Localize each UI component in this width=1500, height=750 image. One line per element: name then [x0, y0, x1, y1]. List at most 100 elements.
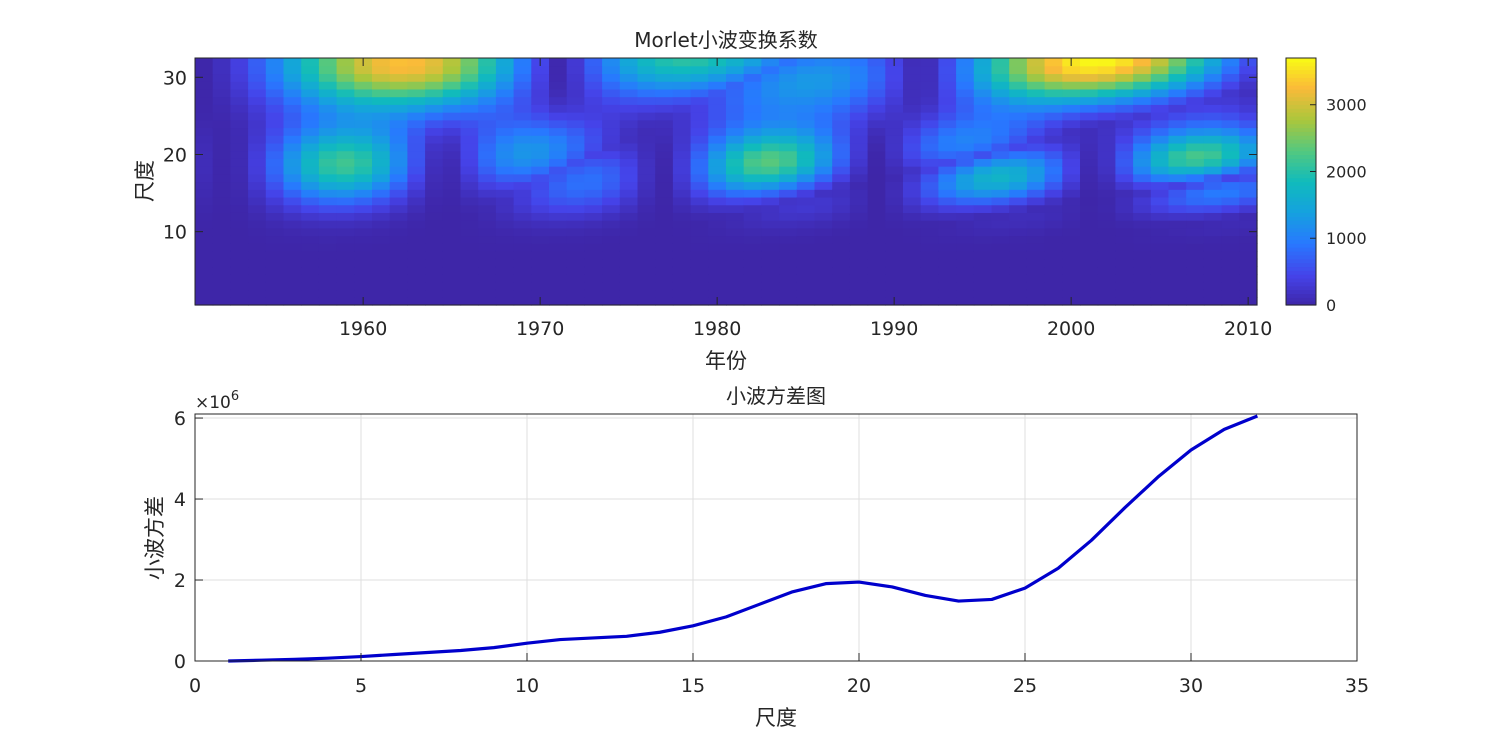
heatmap-cell: [478, 212, 497, 221]
heatmap-cell: [867, 142, 886, 152]
heatmap-cell: [832, 96, 851, 105]
heatmap-cell: [301, 281, 320, 291]
heatmap-cell: [549, 281, 568, 291]
heatmap-cell: [1062, 227, 1081, 237]
heatmap-cell: [407, 150, 426, 159]
heatmap-cell: [531, 227, 550, 237]
heatmap-cell: [832, 88, 851, 98]
heatmap-cell: [318, 266, 338, 275]
heatmap-cell: [195, 289, 214, 298]
heatmap-cell: [1150, 65, 1170, 75]
heatmap-cell: [265, 119, 285, 129]
heatmap-cell: [903, 73, 922, 82]
heatmap-cell: [832, 220, 851, 229]
heatmap-cell: [637, 142, 656, 152]
heatmap-cell: [1133, 173, 1152, 183]
heatmap-cell: [584, 173, 603, 183]
heatmap-cell: [1168, 127, 1187, 136]
heatmap-cell: [442, 266, 462, 275]
heatmap-cell: [265, 81, 285, 90]
heatmap-cell: [1239, 220, 1258, 229]
heatmap-cell: [1115, 227, 1134, 237]
heatmap-cell: [478, 73, 497, 82]
heatmap-cell: [1186, 81, 1205, 90]
heatmap-cell: [885, 250, 904, 260]
heatmap-cell: [885, 281, 904, 291]
heatmap-cell: [885, 73, 904, 82]
heatmap-cell: [903, 81, 922, 90]
heatmap-cell: [301, 196, 320, 206]
heatmap-cell: [265, 158, 285, 167]
heatmap-cell: [1221, 212, 1240, 221]
heatmap-cell: [779, 58, 798, 67]
heatmap-cell: [495, 227, 515, 237]
heatmap-cell: [566, 204, 585, 213]
heatmap-cell: [619, 104, 639, 113]
heatmap-cell: [407, 73, 426, 82]
heatmap-cell: [336, 150, 355, 159]
heatmap-y-tick-label: 10: [163, 222, 187, 244]
heatmap-cell: [301, 220, 320, 229]
heatmap-cell: [832, 196, 851, 206]
heatmap-cell: [1009, 204, 1028, 213]
heatmap-cell: [1062, 81, 1081, 90]
heatmap-cell: [230, 127, 249, 136]
heatmap-cell: [708, 96, 727, 105]
heatmap-cell: [1150, 104, 1170, 113]
heatmap-cell: [1221, 181, 1240, 190]
heatmap-cell: [1044, 127, 1063, 136]
heatmap-cell: [991, 150, 1010, 159]
heatmap-cell: [1009, 158, 1028, 167]
heatmap-cell: [407, 250, 426, 260]
heatmap-cell: [1186, 243, 1205, 252]
heatmap-cell: [655, 112, 674, 121]
heatmap-cell: [1168, 58, 1187, 67]
heatmap-cell: [973, 96, 993, 105]
heatmap-cell: [672, 104, 692, 113]
heatmap-cell: [212, 196, 231, 206]
heatmap-cell: [796, 196, 816, 206]
heatmap-cell: [1203, 150, 1223, 159]
heatmap-cell: [726, 204, 745, 213]
heatmap-cell: [1133, 119, 1152, 129]
heatmap-cell: [956, 227, 975, 237]
heatmap-cell: [885, 196, 904, 206]
heatmap-cell: [230, 266, 249, 275]
heatmap-cell: [195, 243, 214, 252]
heatmap-cell: [265, 258, 285, 268]
heatmap-cell: [318, 173, 338, 183]
variance-exponent-label: ×106: [195, 389, 239, 413]
heatmap-cell: [832, 274, 851, 283]
heatmap-cell: [1221, 173, 1240, 183]
heatmap-cell: [372, 266, 391, 275]
heatmap-cell: [442, 250, 462, 260]
heatmap-cell: [372, 220, 391, 229]
heatmap-cell: [389, 181, 408, 190]
heatmap-cell: [1097, 227, 1116, 237]
heatmap-cell: [354, 289, 373, 298]
heatmap-cell: [637, 266, 656, 275]
heatmap-cell: [212, 65, 231, 75]
heatmap-cell: [885, 104, 904, 113]
heatmap-cell: [212, 235, 231, 244]
heatmap-cell: [885, 235, 904, 244]
heatmap-cell: [265, 173, 285, 183]
heatmap-cell: [885, 127, 904, 136]
heatmap-cell: [1133, 227, 1152, 237]
heatmap-cell: [265, 227, 285, 237]
heatmap-cell: [425, 181, 444, 190]
heatmap-cell: [354, 189, 373, 198]
heatmap-cell: [442, 243, 462, 252]
heatmap-cell: [1009, 297, 1028, 306]
colorbar-segment: [1286, 262, 1316, 268]
heatmap-cell: [1009, 173, 1028, 183]
heatmap-cell: [1150, 297, 1170, 306]
heatmap-cell: [372, 150, 391, 159]
heatmap-x-axis-label: 年份: [705, 349, 747, 373]
heatmap-cell: [1168, 181, 1187, 190]
heatmap-cell: [1044, 104, 1063, 113]
heatmap-cell: [389, 127, 408, 136]
heatmap-cell: [655, 235, 674, 244]
heatmap-cell: [796, 235, 816, 244]
heatmap-cell: [1080, 88, 1099, 98]
